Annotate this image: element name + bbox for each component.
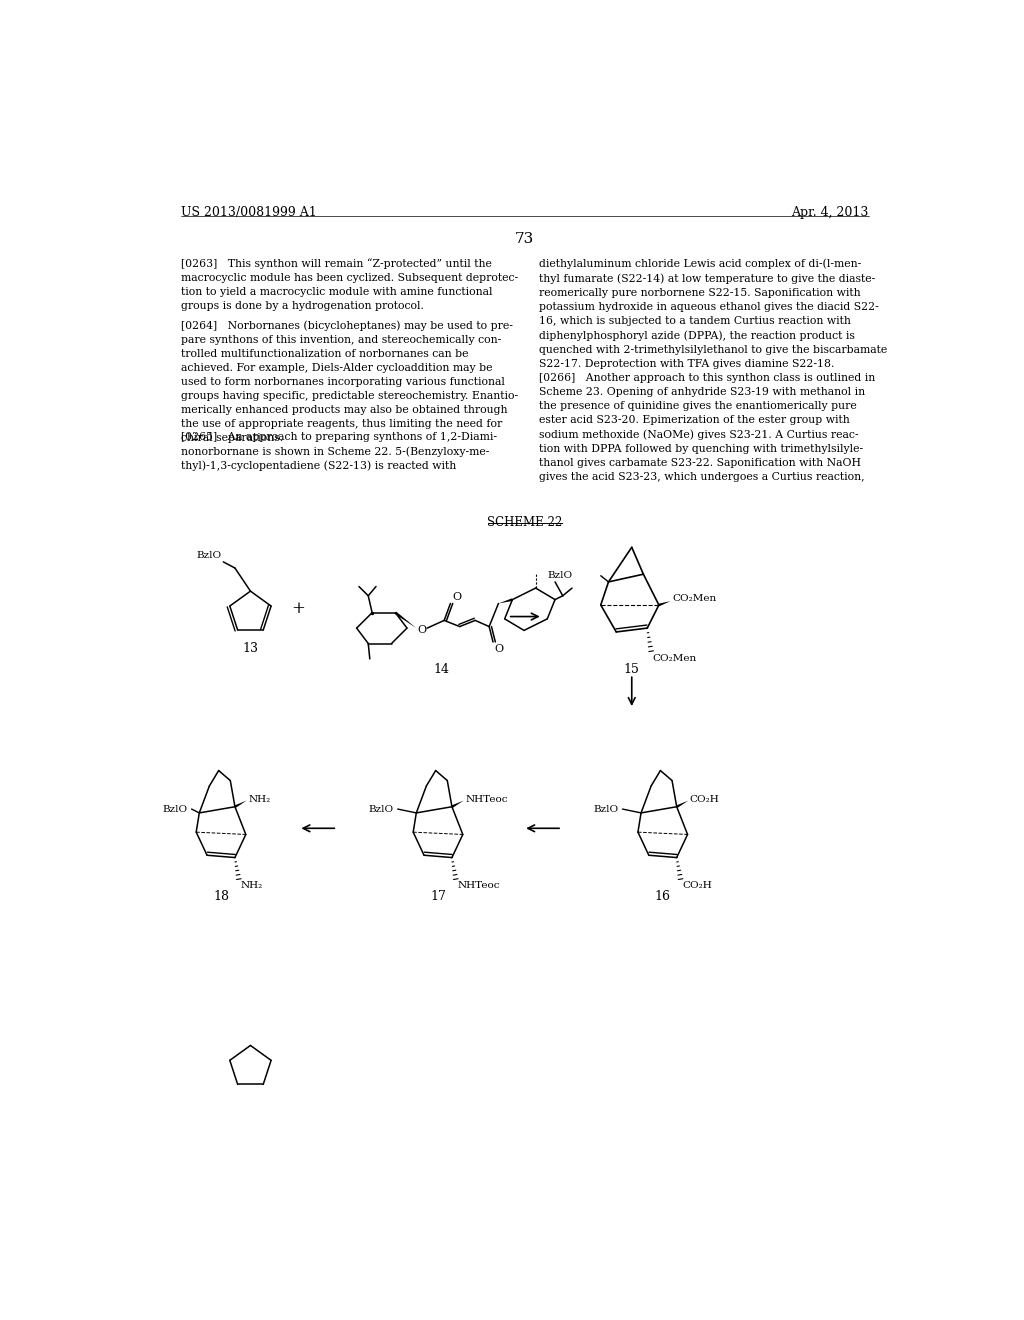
Text: BzlO: BzlO	[369, 805, 393, 813]
Text: O: O	[418, 624, 427, 635]
Text: 15: 15	[624, 663, 640, 676]
Text: NH₂: NH₂	[248, 795, 270, 804]
Text: NH₂: NH₂	[241, 882, 262, 891]
Text: O: O	[452, 591, 461, 602]
Text: diethylaluminum chloride Lewis acid complex of di-(l-men-
thyl fumarate (S22-14): diethylaluminum chloride Lewis acid comp…	[539, 259, 887, 482]
Text: 73: 73	[515, 231, 535, 246]
Text: CO₂Men: CO₂Men	[672, 594, 717, 603]
Text: 16: 16	[654, 890, 671, 903]
Polygon shape	[394, 611, 417, 628]
Text: +: +	[292, 601, 305, 618]
Text: 17: 17	[430, 890, 445, 903]
Text: [0264]   Norbornanes (bicycloheptanes) may be used to pre-
pare synthons of this: [0264] Norbornanes (bicycloheptanes) may…	[180, 321, 518, 442]
Polygon shape	[452, 800, 464, 808]
Text: SCHEME 22: SCHEME 22	[487, 516, 562, 529]
Polygon shape	[499, 598, 513, 603]
Polygon shape	[658, 601, 671, 606]
Text: NHTeoc: NHTeoc	[458, 882, 500, 891]
Text: BzlO: BzlO	[197, 552, 222, 561]
Polygon shape	[676, 800, 688, 808]
Text: Apr. 4, 2013: Apr. 4, 2013	[792, 206, 869, 219]
Text: CO₂H: CO₂H	[682, 882, 712, 891]
Polygon shape	[234, 800, 247, 808]
Text: BzlO: BzlO	[593, 805, 618, 813]
Text: CO₂H: CO₂H	[690, 795, 720, 804]
Text: 14: 14	[434, 663, 450, 676]
Text: BzlO: BzlO	[548, 572, 572, 581]
Text: US 2013/0081999 A1: US 2013/0081999 A1	[180, 206, 316, 219]
Text: O: O	[495, 644, 504, 653]
Text: BzlO: BzlO	[163, 805, 188, 813]
Text: 13: 13	[243, 642, 258, 655]
Text: NHTeoc: NHTeoc	[465, 795, 508, 804]
Text: CO₂Men: CO₂Men	[652, 653, 697, 663]
Text: 18: 18	[213, 890, 229, 903]
Text: [0263]   This synthon will remain “Z-protected” until the
macrocyclic module has: [0263] This synthon will remain “Z-prote…	[180, 259, 518, 312]
Text: [0265]   An approach to preparing synthons of 1,2-Diami-
nonorbornane is shown i: [0265] An approach to preparing synthons…	[180, 432, 497, 471]
